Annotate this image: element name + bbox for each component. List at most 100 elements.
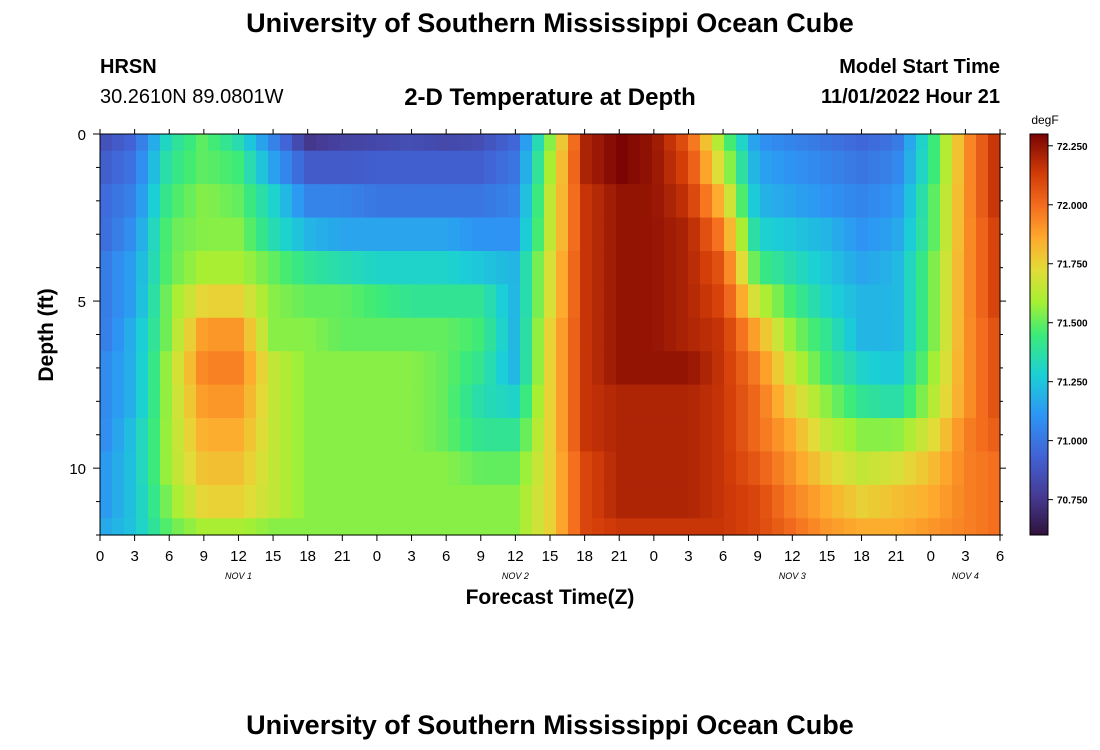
heatmap-cell — [232, 150, 245, 185]
heatmap-cell — [112, 451, 125, 486]
heatmap-cell — [664, 384, 677, 419]
heatmap-cell — [820, 134, 833, 152]
heatmap-cell — [352, 317, 365, 352]
heatmap-cell — [580, 484, 593, 519]
heatmap-cell — [508, 317, 521, 352]
heatmap-cell — [412, 250, 425, 285]
heatmap-cell — [232, 284, 245, 319]
heatmap-cell — [592, 484, 605, 519]
heatmap-cell — [448, 317, 461, 352]
heatmap-cell — [916, 384, 929, 419]
heatmap-cell — [616, 150, 629, 185]
heatmap-cell — [784, 284, 797, 319]
heatmap-cell — [508, 150, 521, 185]
heatmap-cell — [268, 451, 281, 486]
heatmap-cell — [760, 518, 773, 536]
heatmap-cell — [988, 518, 1001, 536]
heatmap-cell — [916, 184, 929, 219]
heatmap-cell — [316, 518, 329, 536]
heatmap-cell — [136, 250, 149, 285]
heatmap-cell — [460, 150, 473, 185]
heatmap-cell — [100, 384, 113, 419]
heatmap-cell — [988, 317, 1001, 352]
heatmap-cell — [844, 518, 857, 536]
heatmap-cell — [700, 384, 713, 419]
heatmap-cell — [724, 451, 737, 486]
heatmap-cell — [676, 418, 689, 453]
heatmap-cell — [700, 184, 713, 219]
heatmap-cell — [220, 150, 233, 185]
heatmap-cell — [388, 184, 401, 219]
heatmap-cell — [556, 184, 569, 219]
heatmap-cell — [688, 284, 701, 319]
heatmap-cell — [448, 250, 461, 285]
heatmap-cell — [328, 317, 341, 352]
heatmap-cell — [256, 284, 269, 319]
heatmap-cell — [160, 384, 173, 419]
heatmap-cell — [472, 134, 485, 152]
heatmap-cell — [328, 217, 341, 252]
heatmap-cell — [160, 351, 173, 386]
heatmap-cell — [808, 518, 821, 536]
heatmap-cell — [556, 250, 569, 285]
heatmap-cell — [832, 217, 845, 252]
heatmap-cell — [928, 451, 941, 486]
heatmap-cell — [328, 451, 341, 486]
heatmap-cell — [268, 351, 281, 386]
heatmap-cell — [172, 217, 185, 252]
heatmap-cell — [388, 418, 401, 453]
heatmap-cell — [148, 518, 161, 536]
heatmap-cell — [652, 150, 665, 185]
heatmap-cell — [820, 351, 833, 386]
heatmap-cell — [208, 451, 221, 486]
heatmap-cell — [316, 484, 329, 519]
heatmap-cell — [172, 250, 185, 285]
heatmap-cell — [304, 134, 317, 152]
colorbar-tick-label: 72.250 — [1057, 142, 1088, 153]
heatmap-cell — [280, 150, 293, 185]
heatmap-cell — [892, 451, 905, 486]
heatmap-cell — [820, 317, 833, 352]
heatmap-cell — [580, 518, 593, 536]
heatmap-cell — [628, 250, 641, 285]
heatmap-cell — [436, 317, 449, 352]
heatmap-cell — [424, 150, 437, 185]
heatmap-cell — [568, 150, 581, 185]
heatmap-cell — [748, 518, 761, 536]
heatmap-cell — [928, 150, 941, 185]
heatmap-cell — [448, 217, 461, 252]
heatmap-cell — [148, 484, 161, 519]
heatmap-cell — [664, 217, 677, 252]
heatmap-cell — [412, 418, 425, 453]
heatmap-cell — [964, 184, 977, 219]
heatmap-cell — [148, 250, 161, 285]
heatmap-cell — [976, 250, 989, 285]
heatmap-cell — [940, 134, 953, 152]
heatmap-cell — [292, 351, 305, 386]
heatmap-cell — [268, 484, 281, 519]
heatmap-cell — [976, 418, 989, 453]
heatmap-cell — [988, 351, 1001, 386]
heatmap-cell — [316, 250, 329, 285]
heatmap-cell — [736, 451, 749, 486]
x-tick-label: 6 — [996, 548, 1004, 565]
heatmap-cell — [796, 250, 809, 285]
heatmap-cell — [208, 518, 221, 536]
heatmap-cell — [244, 250, 257, 285]
heatmap-cell — [988, 184, 1001, 219]
heatmap-cell — [796, 418, 809, 453]
heatmap-cell — [352, 484, 365, 519]
heatmap-cell — [136, 317, 149, 352]
heatmap-cell — [868, 418, 881, 453]
heatmap-cell — [808, 451, 821, 486]
heatmap-cell — [580, 150, 593, 185]
heatmap-cell — [232, 518, 245, 536]
heatmap-cell — [496, 451, 509, 486]
heatmap-cell — [280, 317, 293, 352]
heatmap-cell — [892, 317, 905, 352]
heatmap-cell — [436, 217, 449, 252]
heatmap-cell — [412, 484, 425, 519]
heatmap-cell — [280, 217, 293, 252]
heatmap-cell — [184, 351, 197, 386]
heatmap-cell — [652, 518, 665, 536]
